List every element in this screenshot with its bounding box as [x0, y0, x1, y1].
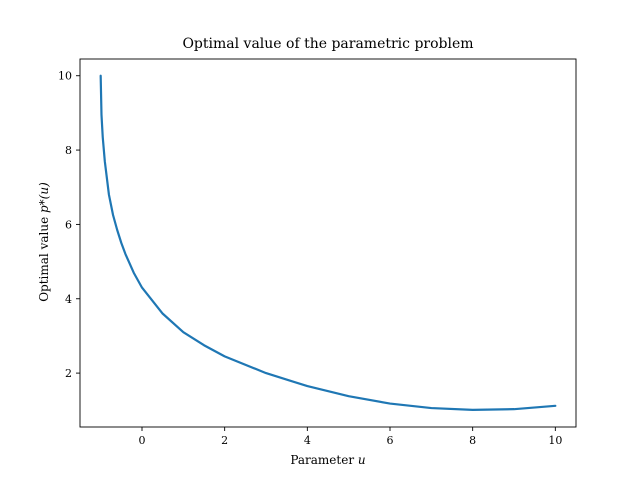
plot-frame: [79, 58, 577, 428]
y-tick-label: 8: [65, 144, 72, 157]
y-tick-label: 2: [65, 367, 72, 380]
y-tick-label: 4: [65, 293, 72, 306]
y-axis-ticks: 2 4 6 8 10: [58, 70, 80, 380]
y-tick-label: 10: [58, 70, 72, 83]
x-tick-label: 6: [387, 434, 394, 447]
series-line-0: [99, 74, 557, 411]
y-tick-label: 6: [65, 218, 72, 231]
x-tick-label: 4: [304, 434, 311, 447]
x-tick-label: 10: [548, 434, 562, 447]
chart-title: Optimal value of the parametric problem: [182, 36, 473, 52]
x-axis-ticks: 0 2 4 6 8 10: [139, 427, 562, 447]
x-tick-label: 0: [139, 434, 146, 447]
x-tick-label: 2: [221, 434, 228, 447]
x-axis-label: Parameter u: [290, 453, 365, 467]
plot-area: [79, 58, 577, 428]
y-axis-label: Optimal value p*(u): [37, 182, 51, 302]
x-tick-label: 8: [469, 434, 476, 447]
